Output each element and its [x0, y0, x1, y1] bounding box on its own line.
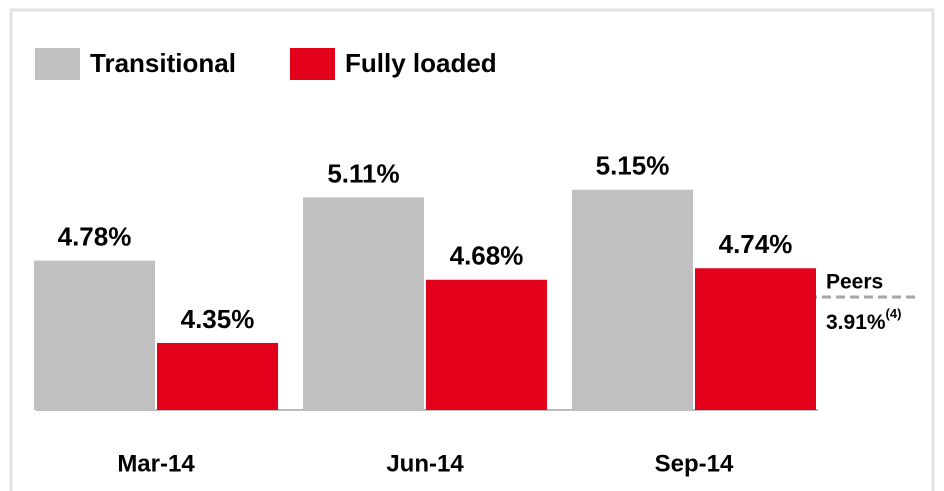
legend-label: Fully loaded [345, 48, 497, 78]
value-label: 4.78% [58, 221, 132, 251]
peers-label: Peers [826, 271, 883, 294]
value-label: 4.74% [719, 229, 793, 259]
peers-value-text: 3.91% [826, 311, 886, 334]
bar [34, 260, 155, 410]
bar [303, 197, 424, 410]
x-tick-label: Jun-14 [386, 450, 464, 477]
legend-swatch [35, 48, 80, 80]
bar [426, 279, 547, 410]
value-label: 5.11% [327, 158, 399, 188]
bar [695, 268, 816, 410]
bar [157, 342, 278, 410]
bar [572, 189, 693, 410]
peers-value: 3.91%(4) [826, 306, 901, 333]
value-label: 4.35% [181, 304, 255, 334]
legend-label: Transitional [90, 48, 236, 78]
frame [9, 8, 935, 491]
value-label: 5.15% [596, 151, 670, 181]
x-tick-label: Sep-14 [655, 450, 734, 477]
x-tick-label: Mar-14 [117, 450, 195, 477]
value-label: 4.68% [450, 241, 524, 271]
footnote: (4) [886, 306, 902, 321]
legend-swatch [290, 48, 335, 80]
